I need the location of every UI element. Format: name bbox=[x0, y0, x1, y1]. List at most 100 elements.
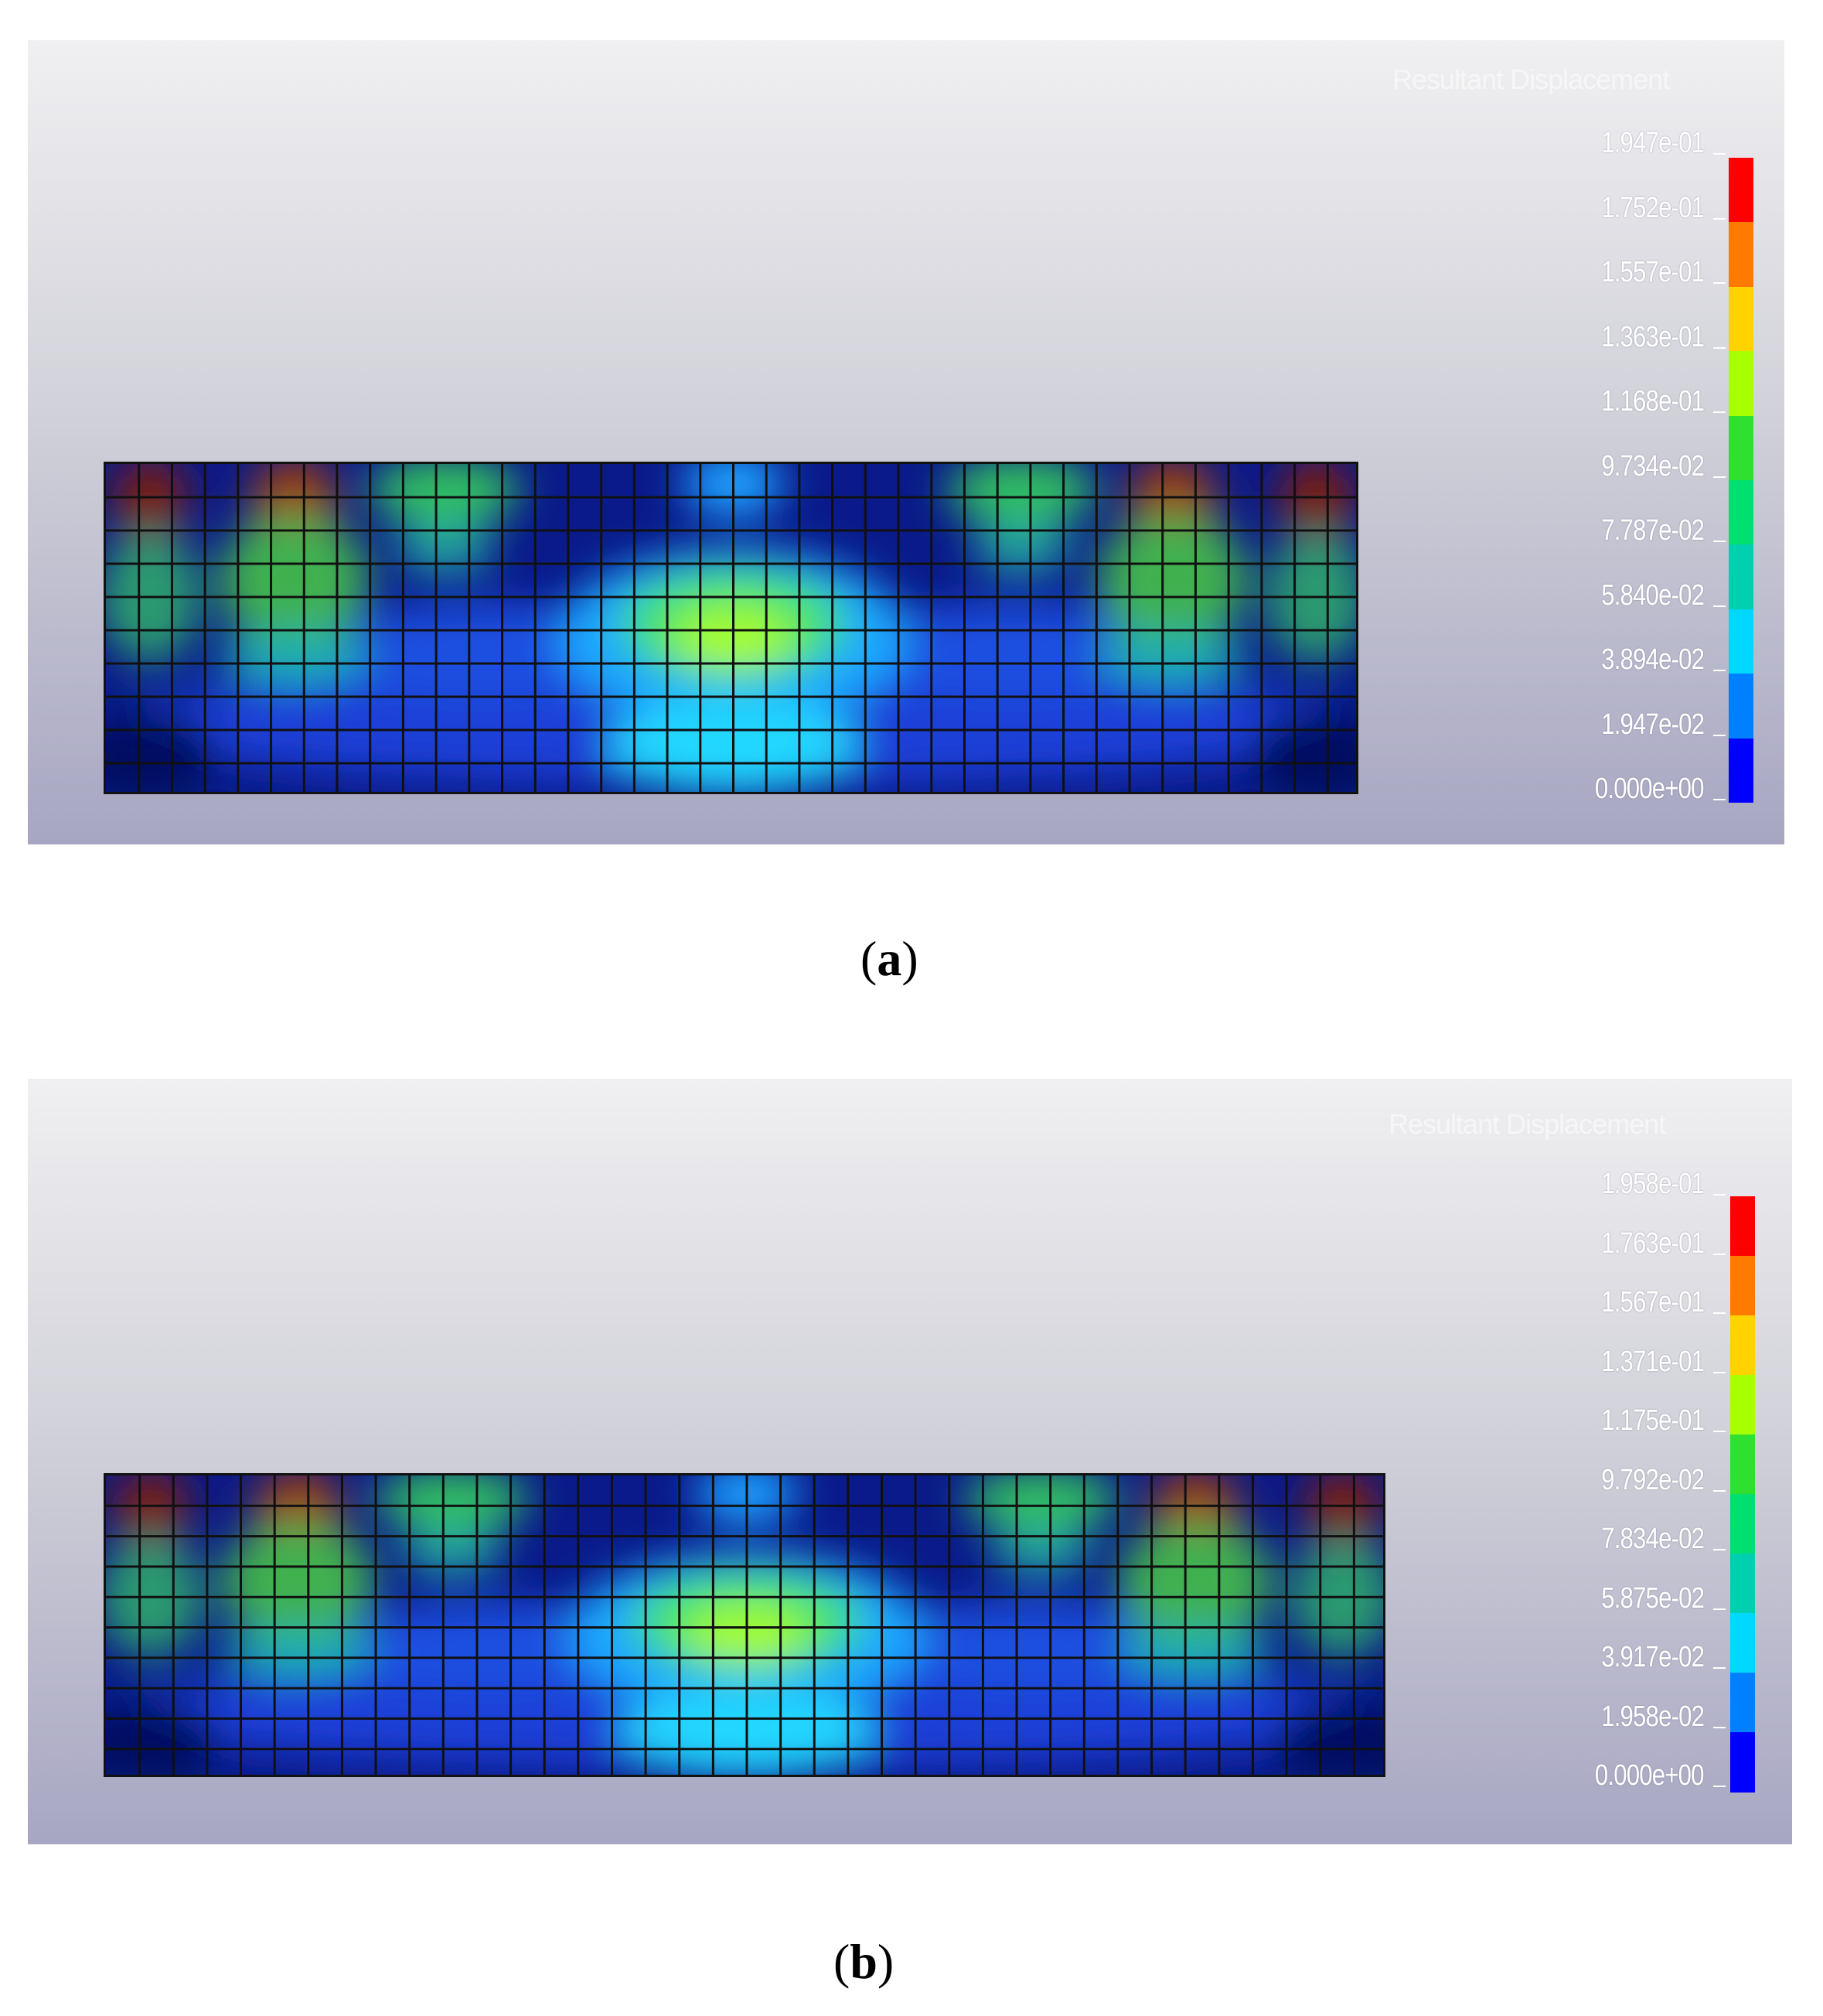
legend-tick bbox=[1713, 1489, 1726, 1492]
legend-value-label: 1.752e-01 bbox=[1601, 191, 1705, 224]
color-scale-segment bbox=[1729, 158, 1753, 223]
legend-value-label: 3.894e-02 bbox=[1601, 643, 1705, 676]
legend-value-label: 0.000e+00 bbox=[1595, 1759, 1705, 1792]
contour-blob bbox=[946, 464, 1098, 524]
legend-value-label: 1.175e-01 bbox=[1601, 1404, 1705, 1437]
contour-plot-panel-a: Resultant Displacement 1.947e-01 1.752e-0… bbox=[28, 40, 1784, 844]
color-scale-segment bbox=[1730, 1256, 1755, 1316]
contour-blob bbox=[219, 513, 370, 647]
color-scale-segment bbox=[1729, 674, 1753, 739]
legend-tick bbox=[1713, 282, 1726, 284]
contour-blob bbox=[369, 464, 520, 524]
contour-blob bbox=[1279, 464, 1354, 537]
legend-value-label: 1.947e-01 bbox=[1601, 127, 1705, 159]
contour-blob bbox=[394, 520, 496, 574]
color-scale-segment bbox=[1730, 1673, 1755, 1733]
color-scale-segment bbox=[1729, 544, 1753, 610]
color-scale-segment bbox=[1729, 609, 1753, 674]
contour-blob bbox=[336, 1603, 645, 1689]
legend-value-label: 1.557e-01 bbox=[1601, 256, 1705, 288]
legend-value-label: 5.875e-02 bbox=[1601, 1581, 1705, 1615]
legend-value-label: 1.567e-01 bbox=[1601, 1286, 1705, 1318]
legend-value-label: 7.834e-02 bbox=[1601, 1523, 1705, 1555]
legend-tick bbox=[1713, 1667, 1726, 1669]
color-scale-segment bbox=[1729, 415, 1753, 481]
contour-blob bbox=[1118, 1520, 1273, 1643]
color-scale-segment bbox=[1729, 738, 1753, 803]
mesh-grid bbox=[106, 1475, 1383, 1775]
contour-blob bbox=[219, 630, 370, 684]
legend-tick bbox=[1713, 1312, 1726, 1314]
contour-blob bbox=[332, 603, 633, 697]
color-scale-segment bbox=[1729, 351, 1753, 417]
legend-value-label: 3.917e-02 bbox=[1601, 1641, 1705, 1673]
legend-value-label: 0.000e+00 bbox=[1595, 773, 1705, 805]
legend-value-label: 5.840e-02 bbox=[1601, 578, 1705, 612]
color-scale-segment bbox=[1730, 1494, 1755, 1554]
mesh-grid bbox=[106, 464, 1356, 792]
legend-value-label: 1.763e-01 bbox=[1601, 1226, 1705, 1260]
legend-tick bbox=[1713, 670, 1726, 671]
legend-title: Resultant Displacement bbox=[1389, 1108, 1666, 1140]
legend-tick bbox=[1713, 1194, 1726, 1196]
contour-blob bbox=[858, 603, 1160, 697]
legend-tick bbox=[1713, 1786, 1726, 1787]
contour-blob bbox=[375, 1475, 530, 1530]
contour-blob bbox=[1118, 1627, 1273, 1677]
color-scale-segment bbox=[1730, 1315, 1755, 1376]
legend-value-label: 1.371e-01 bbox=[1601, 1345, 1705, 1378]
color-scale-segment bbox=[1729, 480, 1753, 545]
color-scale-segment bbox=[1730, 1554, 1755, 1614]
legend-tick bbox=[1713, 799, 1726, 800]
contour-blob bbox=[221, 1520, 376, 1643]
legend-tick bbox=[1713, 1726, 1726, 1728]
contour-blob bbox=[112, 1475, 189, 1543]
contour-plot-panel-b: Resultant Displacement 1.958e-01 1.763e-0… bbox=[28, 1079, 1792, 1844]
legend-value-label: 1.168e-01 bbox=[1601, 385, 1705, 418]
legend-value-label: 9.734e-02 bbox=[1601, 449, 1705, 483]
legend-tick bbox=[1713, 1608, 1726, 1610]
contour-blob bbox=[1304, 1475, 1382, 1543]
legend-tick bbox=[1713, 217, 1726, 220]
legend-tick bbox=[1713, 1253, 1726, 1255]
color-scale-segment bbox=[1730, 1196, 1755, 1257]
legend-value-label: 1.947e-02 bbox=[1601, 708, 1705, 741]
legend-value-label: 1.363e-01 bbox=[1601, 320, 1705, 353]
legend-value-label: 1.958e-01 bbox=[1601, 1168, 1705, 1200]
contour-blob bbox=[221, 1627, 376, 1677]
contour-blob bbox=[1097, 630, 1248, 684]
legend-tick bbox=[1713, 541, 1726, 542]
color-scale-segment bbox=[1729, 222, 1753, 288]
color-scale-bar bbox=[1729, 158, 1753, 803]
color-scale-segment bbox=[1730, 1375, 1755, 1435]
mesh-contour-region bbox=[104, 1473, 1385, 1777]
contour-blob bbox=[112, 464, 188, 537]
contour-blob bbox=[1097, 513, 1248, 647]
legend-tick bbox=[1713, 734, 1726, 736]
color-scale-segment bbox=[1729, 286, 1753, 352]
contour-blob bbox=[971, 520, 1072, 574]
legend-value-label: 9.792e-02 bbox=[1601, 1463, 1705, 1496]
legend-tick bbox=[1713, 605, 1726, 607]
legend-tick bbox=[1713, 1371, 1726, 1373]
legend-tick bbox=[1713, 153, 1726, 155]
contour-blob bbox=[400, 1526, 503, 1576]
legend-tick bbox=[1713, 346, 1726, 349]
contour-blob bbox=[874, 1603, 1183, 1689]
legend-tick bbox=[1713, 1431, 1726, 1432]
legend-value-label: 7.787e-02 bbox=[1601, 514, 1705, 547]
legend-tick bbox=[1713, 476, 1726, 478]
caption-a: (a) bbox=[860, 931, 918, 986]
caption-b: (b) bbox=[833, 1934, 894, 1989]
legend-tick bbox=[1713, 1549, 1726, 1550]
color-scale-bar bbox=[1730, 1196, 1755, 1793]
contour-blob bbox=[964, 1475, 1119, 1530]
legend-value-label: 1.958e-02 bbox=[1601, 1700, 1705, 1733]
color-scale-segment bbox=[1730, 1732, 1755, 1793]
mesh-contour-region bbox=[104, 462, 1358, 794]
legend-title: Resultant Displacement bbox=[1392, 63, 1670, 95]
legend-tick bbox=[1713, 411, 1726, 413]
contour-blob bbox=[990, 1526, 1093, 1576]
color-scale-segment bbox=[1730, 1434, 1755, 1495]
color-scale-segment bbox=[1730, 1613, 1755, 1673]
